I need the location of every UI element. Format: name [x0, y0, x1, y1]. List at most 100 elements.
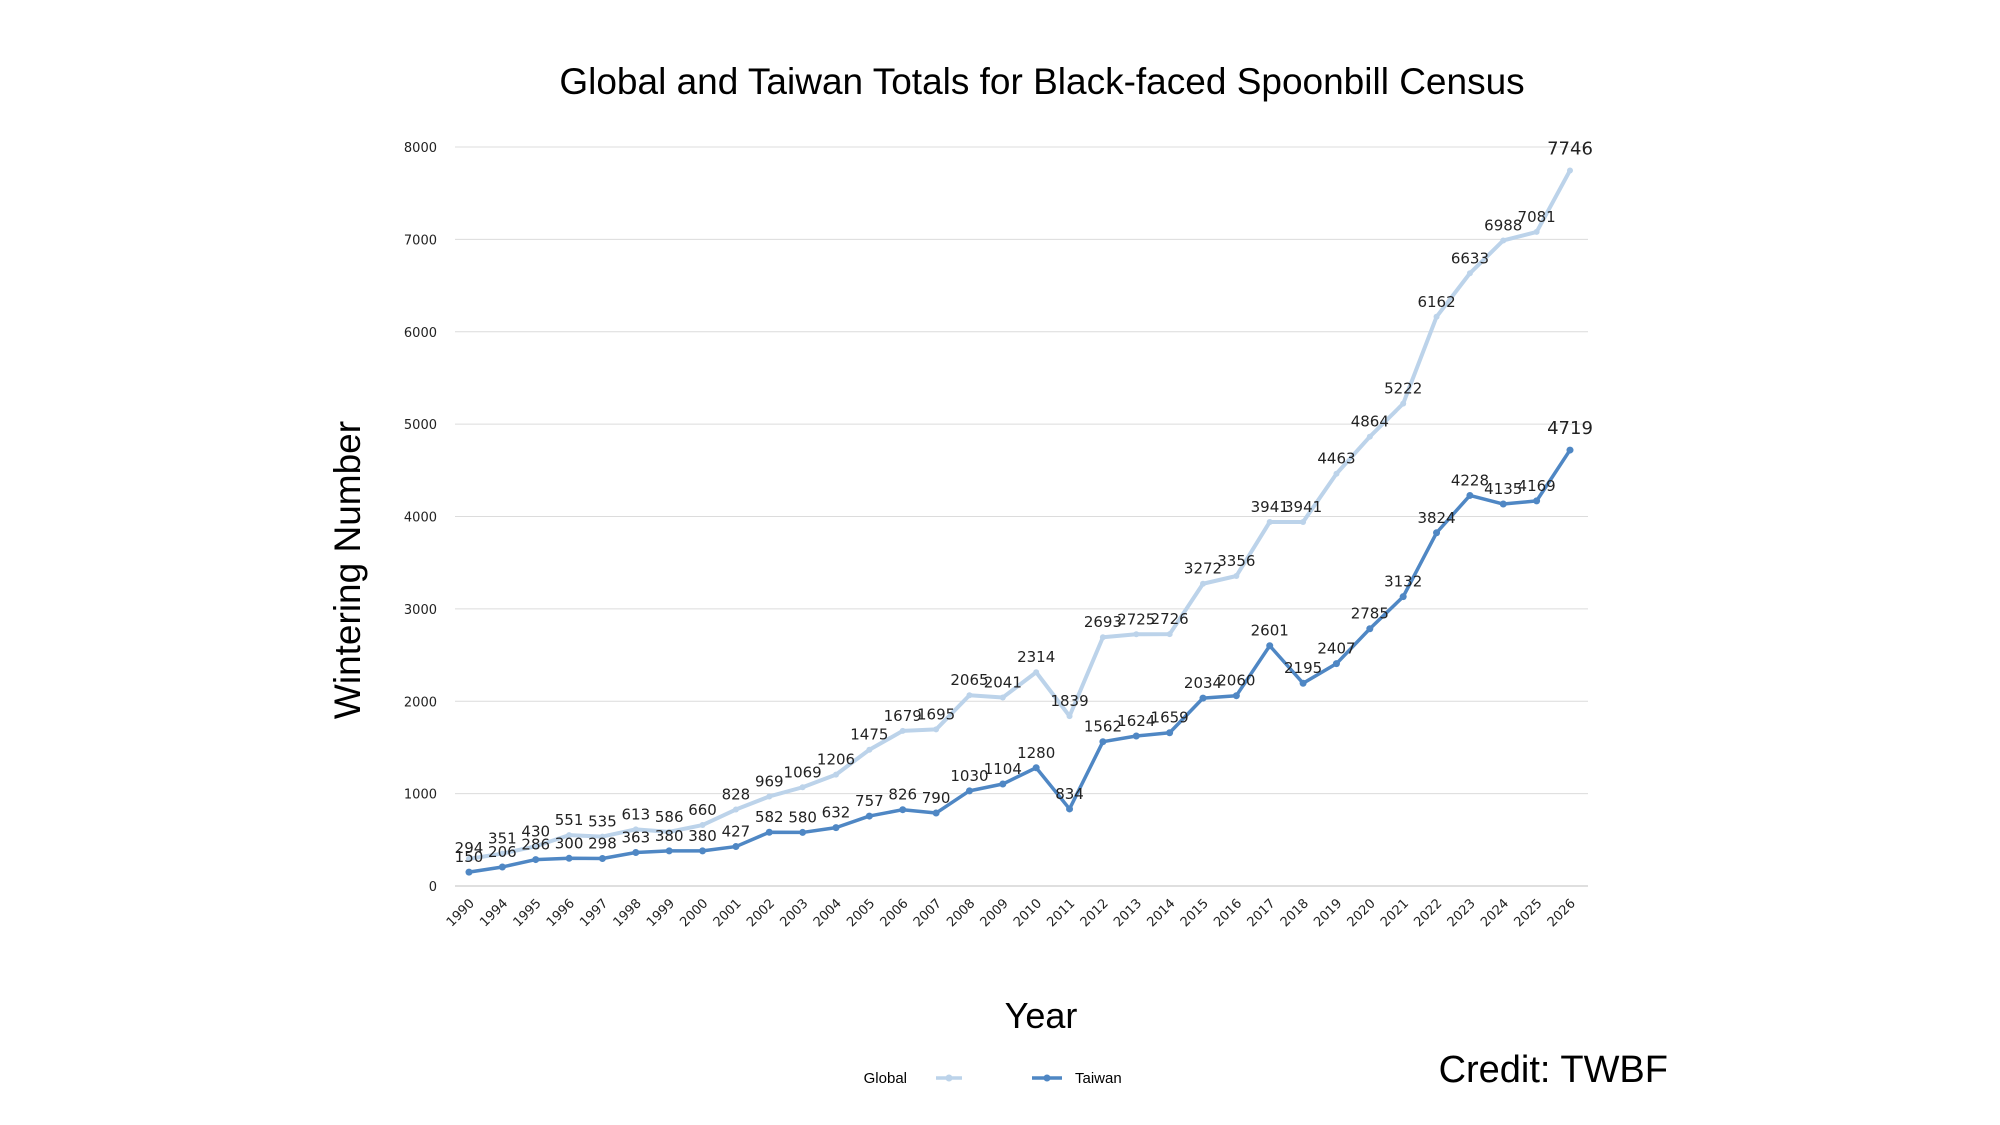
- x-tick-label: 2021: [1378, 896, 1412, 930]
- data-label-global: 1679: [884, 707, 922, 725]
- y-tick-label: 1000: [404, 788, 437, 803]
- data-label-global: 3941: [1251, 498, 1289, 516]
- data-point-taiwan: [1132, 732, 1140, 740]
- data-point-taiwan: [932, 809, 940, 817]
- y-tick-label: 6000: [404, 326, 437, 341]
- data-point-taiwan: [1066, 805, 1074, 813]
- y-tick-label: 5000: [404, 418, 437, 433]
- data-point-taiwan: [1099, 738, 1107, 746]
- x-tick-label: 2002: [744, 896, 778, 930]
- data-point-taiwan: [799, 828, 807, 836]
- x-tick-label: 1990: [444, 896, 478, 930]
- data-point-taiwan: [765, 828, 773, 836]
- data-label-taiwan: 580: [788, 808, 817, 826]
- data-point-taiwan: [699, 847, 707, 855]
- data-label-taiwan: 582: [755, 808, 784, 826]
- x-axis-ticks: 1990 1994 1995 1996 1997 1998 1999 2000 2001 2002…: [444, 896, 1579, 930]
- y-tick-label: 7000: [404, 233, 437, 248]
- y-tick-label: 4000: [404, 511, 437, 526]
- data-label-taiwan: 2195: [1284, 659, 1322, 677]
- x-tick-label: 2010: [1011, 896, 1045, 930]
- data-point-taiwan: [1199, 694, 1207, 702]
- data-point-global: [966, 692, 973, 699]
- x-tick-label: 2001: [711, 896, 745, 930]
- data-label-taiwan: 2060: [1217, 672, 1255, 690]
- legend-marker-taiwan: [1043, 1074, 1051, 1082]
- chart-title: Global and Taiwan Totals for Black-faced…: [559, 61, 1524, 102]
- data-point-global: [1233, 572, 1240, 579]
- data-point-taiwan: [1566, 446, 1574, 454]
- data-label-global: 1475: [850, 726, 888, 744]
- data-label-global: 1839: [1050, 692, 1088, 710]
- data-point-global: [1500, 237, 1507, 244]
- data-label-global: 586: [655, 808, 684, 826]
- data-label-taiwan: 4169: [1518, 477, 1556, 495]
- data-point-taiwan: [1332, 660, 1340, 668]
- data-point-global: [766, 793, 773, 800]
- data-label-taiwan: 2601: [1251, 622, 1289, 640]
- data-label-global: 969: [755, 772, 784, 790]
- data-point-taiwan: [965, 787, 973, 795]
- data-label-global: 4463: [1317, 450, 1355, 468]
- data-point-taiwan: [999, 780, 1007, 788]
- x-tick-label: 2015: [1178, 896, 1212, 930]
- data-point-global: [1266, 518, 1273, 525]
- x-tick-label: 2017: [1245, 896, 1279, 930]
- data-label-taiwan: 790: [922, 789, 951, 807]
- x-tick-label: 2022: [1411, 896, 1445, 930]
- data-label-taiwan: 2785: [1351, 605, 1389, 623]
- data-label-global: 7081: [1518, 208, 1556, 226]
- data-point-global: [799, 784, 806, 791]
- y-tick-label: 0: [429, 880, 437, 895]
- x-tick-label: 1999: [644, 896, 678, 930]
- x-tick-label: 2026: [1545, 896, 1579, 930]
- data-label-taiwan: 1104: [984, 760, 1022, 778]
- data-point-global: [1366, 433, 1373, 440]
- x-tick-label: 2014: [1144, 896, 1178, 930]
- data-label-taiwan: 1624: [1117, 712, 1155, 730]
- data-label-taiwan: 1659: [1151, 709, 1189, 727]
- data-point-taiwan: [865, 812, 873, 820]
- legend-marker-global: [945, 1074, 953, 1082]
- data-label-global: 7746: [1547, 138, 1593, 159]
- data-point-global: [599, 833, 606, 840]
- data-label-taiwan: 300: [555, 834, 584, 852]
- data-label-taiwan: 3824: [1417, 509, 1455, 527]
- x-tick-label: 2003: [777, 896, 811, 930]
- y-tick-label: 2000: [404, 695, 437, 710]
- x-tick-label: 1997: [577, 896, 611, 930]
- x-tick-label: 2019: [1311, 896, 1345, 930]
- data-label-global: 1069: [784, 763, 822, 781]
- x-tick-label: 1996: [544, 896, 578, 930]
- legend: Global Taiwan: [864, 1070, 1122, 1087]
- data-point-taiwan: [1399, 593, 1407, 601]
- data-label-global: 6162: [1417, 293, 1455, 311]
- data-label-taiwan: 363: [621, 828, 650, 846]
- data-point-global: [532, 843, 539, 850]
- data-point-global: [1200, 580, 1206, 587]
- data-point-global: [1099, 634, 1106, 641]
- data-point-global: [1400, 400, 1407, 407]
- data-point-global: [632, 826, 639, 833]
- data-label-taiwan: 1280: [1017, 744, 1055, 762]
- data-label-taiwan: 206: [488, 843, 517, 861]
- data-label-taiwan: 3132: [1384, 573, 1422, 591]
- data-label-global: 2065: [950, 671, 988, 689]
- data-label-taiwan: 427: [722, 823, 751, 841]
- y-axis-ticks: 0 1000 2000 3000 4000 5000 6000 7000 8000: [404, 141, 437, 895]
- data-label-taiwan: 834: [1055, 785, 1084, 803]
- data-label-global: 2314: [1017, 648, 1055, 666]
- data-point-taiwan: [665, 847, 673, 855]
- data-point-taiwan: [1366, 625, 1374, 633]
- data-point-taiwan: [632, 848, 640, 856]
- x-tick-label: 2024: [1478, 896, 1512, 930]
- data-label-taiwan: 757: [855, 792, 884, 810]
- data-point-taiwan: [565, 854, 573, 862]
- data-point-global: [1533, 228, 1540, 235]
- series-group: [465, 167, 1574, 876]
- y-axis-title: Wintering Number: [327, 421, 368, 719]
- data-point-taiwan: [1232, 692, 1240, 700]
- data-point-taiwan: [498, 863, 506, 871]
